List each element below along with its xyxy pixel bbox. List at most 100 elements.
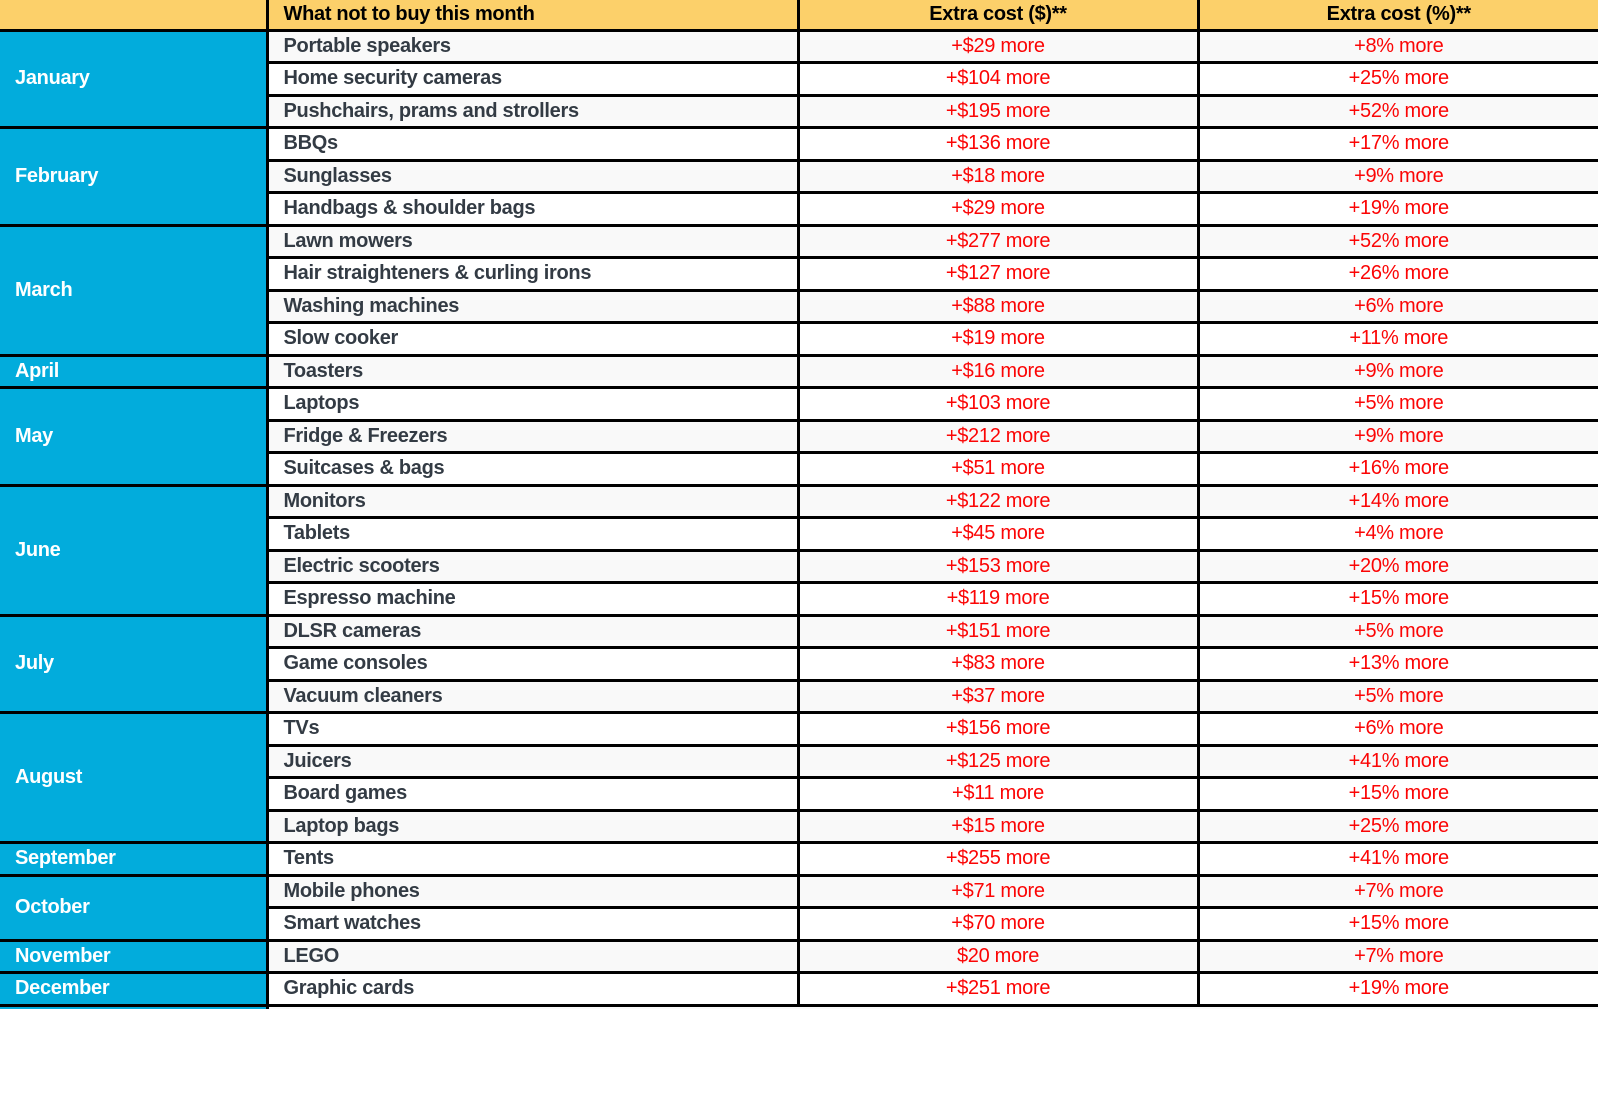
- extra-cost-dollar-cell: $20 more: [796, 938, 1200, 974]
- item-cell: Graphic cards: [265, 971, 800, 1007]
- extra-cost-dollar-cell: +$11 more: [796, 776, 1200, 812]
- extra-cost-percent-cell: +19% more: [1196, 971, 1598, 1007]
- item-cell: Laptops: [265, 386, 800, 422]
- extra-cost-percent-cell: +9% more: [1196, 158, 1598, 194]
- table-row: December Graphic cards +$251 more +19% more: [0, 971, 1598, 1007]
- item-cell: Portable speakers: [265, 28, 800, 64]
- extra-cost-percent-cell: +52% more: [1196, 93, 1598, 129]
- header-month-cell: [0, 0, 269, 32]
- extra-cost-percent-cell: +11% more: [1196, 321, 1598, 357]
- item-cell: Game consoles: [265, 646, 800, 682]
- extra-cost-dollar-cell: +$15 more: [796, 808, 1200, 844]
- extra-cost-percent-cell: +7% more: [1196, 938, 1598, 974]
- table-row: Vacuum cleaners +$37 more +5% more: [0, 678, 1598, 714]
- month-cell: May: [0, 386, 269, 487]
- extra-cost-percent-cell: +17% more: [1196, 126, 1598, 162]
- item-cell: Tablets: [265, 516, 800, 552]
- item-cell: Tents: [265, 841, 800, 877]
- extra-cost-percent-cell: +4% more: [1196, 516, 1598, 552]
- item-cell: Espresso machine: [265, 581, 800, 617]
- table-row: May Laptops +$103 more +5% more: [0, 386, 1598, 487]
- month-cell-partial: [0, 1003, 269, 1009]
- extra-cost-percent-cell: +25% more: [1196, 61, 1598, 97]
- extra-cost-dollar-cell: +$16 more: [796, 353, 1200, 389]
- table-row: Board games +$11 more +15% more: [0, 776, 1598, 812]
- extra-cost-dollar-cell: +$104 more: [796, 61, 1200, 97]
- table-row: Hair straighteners & curling irons +$127 …: [0, 256, 1598, 292]
- month-cell: June: [0, 483, 269, 617]
- item-cell: Lawn mowers: [265, 223, 800, 259]
- extra-cost-dollar-cell: +$103 more: [796, 386, 1200, 422]
- price-table: What not to buy this month Extra cost ($…: [0, 0, 1598, 1009]
- extra-cost-dollar-cell: +$156 more: [796, 711, 1200, 747]
- header-extra-cost-percent-cell: Extra cost (%)**: [1196, 0, 1598, 32]
- month-cell: February: [0, 126, 269, 227]
- extra-cost-percent-cell: +26% more: [1196, 256, 1598, 292]
- item-cell: Laptop bags: [265, 808, 800, 844]
- extra-cost-percent-cell: +5% more: [1196, 678, 1598, 714]
- item-cell: Fridge & Freezers: [265, 418, 800, 454]
- extra-cost-dollar-cell: +$70 more: [796, 906, 1200, 942]
- partial-cutoff-row: [0, 1003, 1598, 1009]
- item-cell: Board games: [265, 776, 800, 812]
- table-row: Washing machines +$88 more +6% more: [0, 288, 1598, 324]
- table-row: Electric scooters +$153 more +20% more: [0, 548, 1598, 584]
- item-cell: Monitors: [265, 483, 800, 519]
- extra-cost-dollar-cell: +$127 more: [796, 256, 1200, 292]
- extra-cost-percent-cell: +20% more: [1196, 548, 1598, 584]
- table-row: July DLSR cameras +$151 more +5% more: [0, 613, 1598, 714]
- extra-cost-dollar-cell: +$45 more: [796, 516, 1200, 552]
- table-row: February BBQs +$136 more +17% more: [0, 126, 1598, 227]
- table-row: June Monitors +$122 more +14% more: [0, 483, 1598, 617]
- extra-cost-percent-cell: +8% more: [1196, 28, 1598, 64]
- header-extra-cost-dollar-cell: Extra cost ($)**: [796, 0, 1200, 32]
- extra-cost-dollar-cell: +$122 more: [796, 483, 1200, 519]
- month-cell: October: [0, 873, 269, 942]
- item-cell: Smart watches: [265, 906, 800, 942]
- table-row: Smart watches +$70 more +15% more: [0, 906, 1598, 942]
- row-partial: [265, 1003, 1598, 1009]
- extra-cost-dollar-cell: +$18 more: [796, 158, 1200, 194]
- item-cell: Sunglasses: [265, 158, 800, 194]
- month-cell: November: [0, 938, 269, 974]
- item-cell: Slow cooker: [265, 321, 800, 357]
- table-row: January Portable speakers +$29 more +8% mor…: [0, 28, 1598, 129]
- month-cell: August: [0, 711, 269, 844]
- table-row: Home security cameras +$104 more +25% more: [0, 61, 1598, 97]
- extra-cost-percent-cell: +5% more: [1196, 386, 1598, 422]
- item-cell: Vacuum cleaners: [265, 678, 800, 714]
- item-cell: Mobile phones: [265, 873, 800, 909]
- item-cell: Washing machines: [265, 288, 800, 324]
- table-row: Laptop bags +$15 more +25% more: [0, 808, 1598, 844]
- extra-cost-percent-cell: +15% more: [1196, 581, 1598, 617]
- month-cell: July: [0, 613, 269, 714]
- item-cell: Hair straighteners & curling irons: [265, 256, 800, 292]
- extra-cost-dollar-cell: +$83 more: [796, 646, 1200, 682]
- item-cell: Juicers: [265, 743, 800, 779]
- extra-cost-dollar-cell: +$212 more: [796, 418, 1200, 454]
- table-row: Game consoles +$83 more +13% more: [0, 646, 1598, 682]
- table-row: Juicers +$125 more +41% more: [0, 743, 1598, 779]
- month-cell: January: [0, 28, 269, 129]
- extra-cost-percent-cell: +41% more: [1196, 743, 1598, 779]
- table-row: Espresso machine +$119 more +15% more: [0, 581, 1598, 617]
- extra-cost-dollar-cell: +$19 more: [796, 321, 1200, 357]
- extra-cost-percent-cell: +6% more: [1196, 711, 1598, 747]
- extra-cost-dollar-cell: +$153 more: [796, 548, 1200, 584]
- table-row: Tablets +$45 more +4% more: [0, 516, 1598, 552]
- extra-cost-percent-cell: +41% more: [1196, 841, 1598, 877]
- extra-cost-dollar-cell: +$29 more: [796, 28, 1200, 64]
- extra-cost-percent-cell: +9% more: [1196, 418, 1598, 454]
- table-row: August TVs +$156 more +6% more: [0, 711, 1598, 844]
- extra-cost-dollar-cell: +$37 more: [796, 678, 1200, 714]
- table-row: Fridge & Freezers +$212 more +9% more: [0, 418, 1598, 454]
- extra-cost-percent-cell: +7% more: [1196, 873, 1598, 909]
- item-cell: TVs: [265, 711, 800, 747]
- table-row: Pushchairs, prams and strollers +$195 mor…: [0, 93, 1598, 129]
- extra-cost-dollar-cell: +$277 more: [796, 223, 1200, 259]
- header-row: What not to buy this month Extra cost ($…: [0, 0, 1598, 32]
- item-cell: Electric scooters: [265, 548, 800, 584]
- extra-cost-percent-cell: +52% more: [1196, 223, 1598, 259]
- extra-cost-dollar-cell: +$88 more: [796, 288, 1200, 324]
